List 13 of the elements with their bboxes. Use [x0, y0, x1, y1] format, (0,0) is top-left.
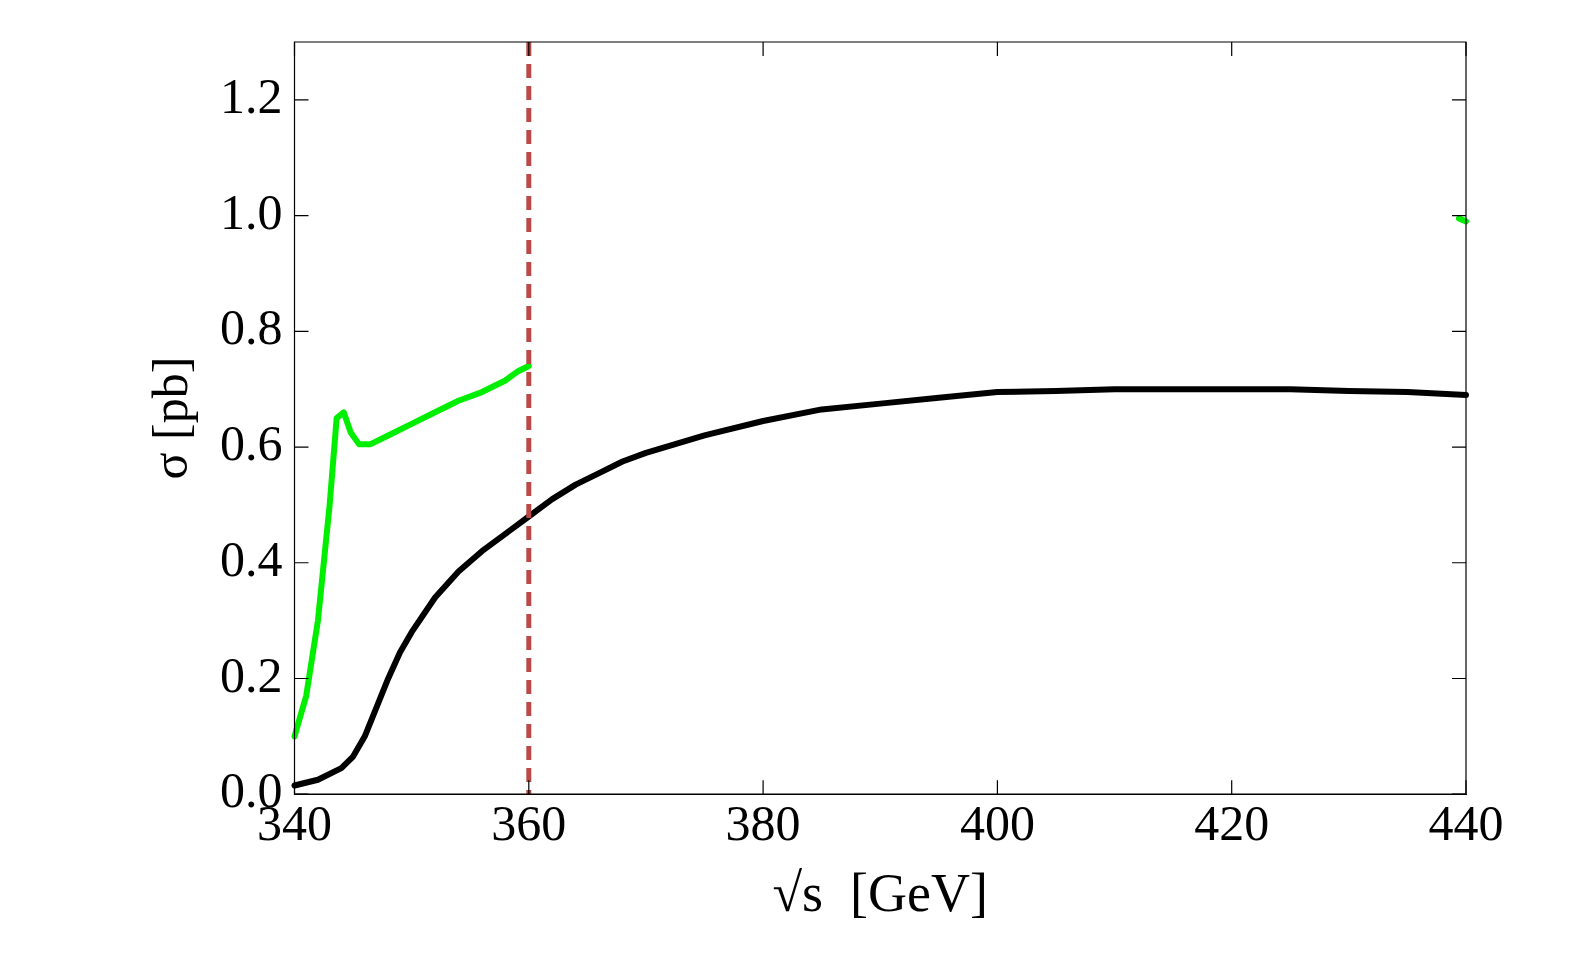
x-tick-label: 440 [1428, 795, 1504, 852]
y-tick-label: 0.2 [220, 646, 283, 703]
y-tick-label: 1.0 [220, 183, 283, 240]
x-tick-label: 360 [491, 795, 567, 852]
x-axis-title: √s [GeV] [772, 862, 989, 923]
x-tick-label: 420 [1194, 795, 1270, 852]
x-tick-label: 380 [725, 795, 801, 852]
y-tick-label: 0.8 [220, 299, 283, 356]
x-tick-label: 400 [959, 795, 1035, 852]
y-tick-label: 0.4 [220, 530, 283, 587]
y-tick-label: 1.2 [220, 67, 283, 124]
y-axis-title: σ [pb] [142, 356, 199, 480]
y-tick-label: 0.6 [220, 415, 283, 472]
